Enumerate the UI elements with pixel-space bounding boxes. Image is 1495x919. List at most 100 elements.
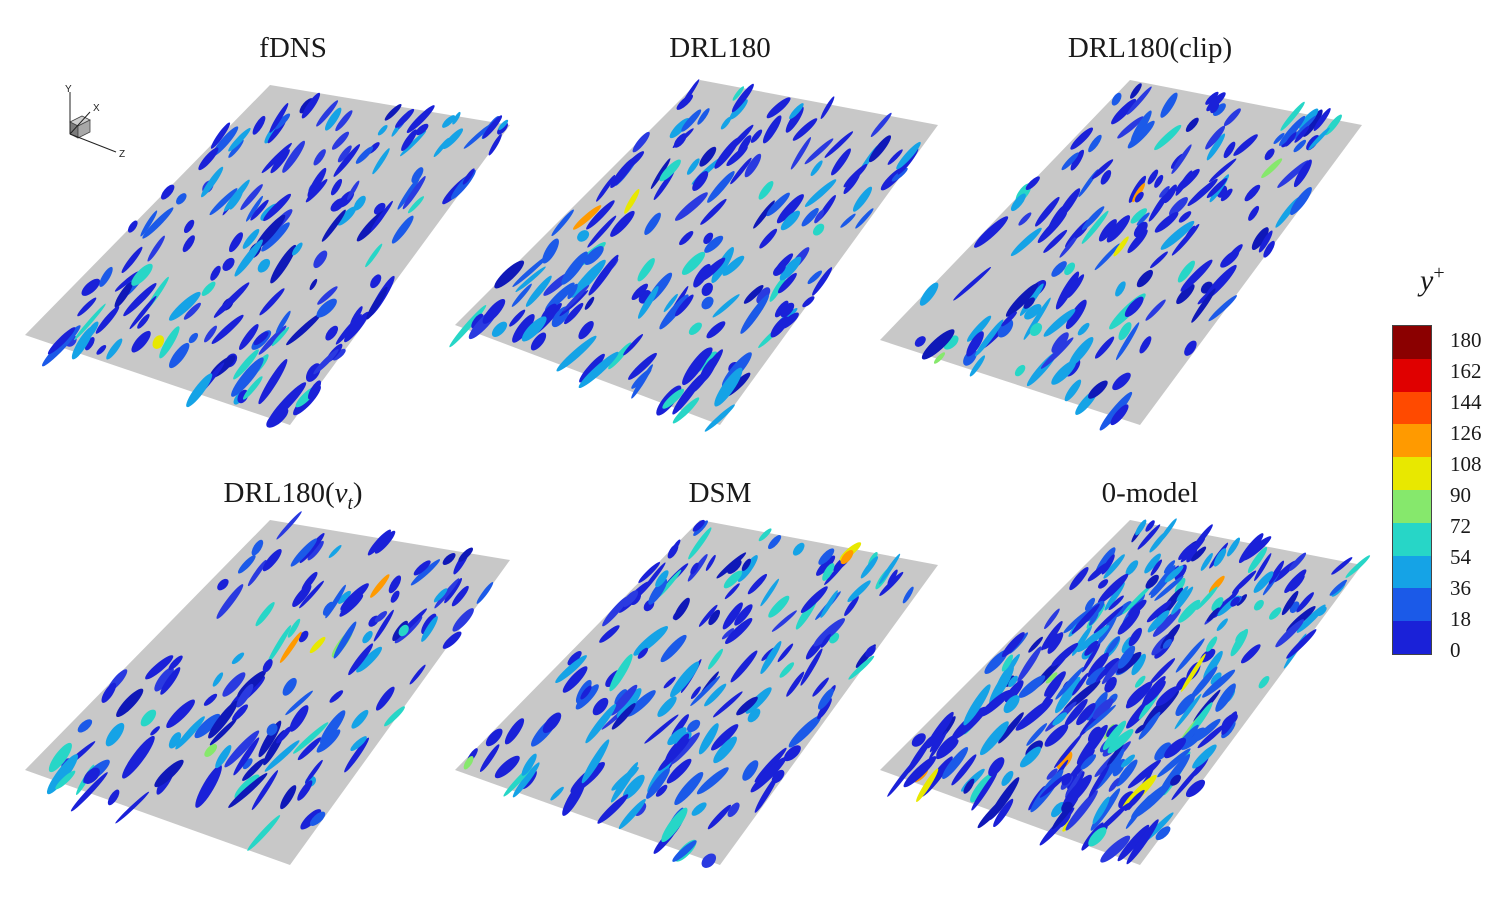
vortex-structure	[1108, 595, 1124, 611]
vortex-structure	[562, 284, 590, 312]
vortex-structure	[282, 677, 297, 696]
vortex-structure	[1086, 704, 1101, 721]
vortex-structure	[297, 780, 313, 801]
vortex-structure	[868, 135, 892, 163]
vortex-structure	[669, 732, 700, 766]
vortex-structure	[1043, 308, 1076, 337]
vortex-structure	[921, 329, 955, 360]
vortex-structure	[878, 553, 901, 585]
vortex-structure	[731, 83, 754, 113]
vortex-structure	[726, 145, 748, 167]
vortex-structure	[1056, 751, 1073, 770]
vortex-structure	[1180, 727, 1206, 750]
vortex-structure	[584, 246, 604, 265]
colorbar-tick-label: 162	[1450, 359, 1482, 383]
vortex-structure	[754, 774, 779, 813]
vortex-structure	[966, 331, 984, 357]
vortex-structure	[1139, 336, 1152, 354]
vortex-structure	[251, 770, 279, 811]
vortex-structure	[997, 319, 1014, 338]
vortex-structure	[204, 325, 217, 343]
panel-title-fdns: fDNS	[259, 32, 327, 64]
vortex-structure	[463, 755, 474, 770]
vortex-structure	[239, 324, 259, 350]
vortex-structure	[666, 758, 692, 784]
vortex-structure	[1135, 519, 1147, 536]
vortex-structure	[567, 651, 582, 666]
vortex-structure	[760, 640, 782, 675]
vortex-structure	[812, 677, 829, 697]
vortex-structure	[610, 210, 635, 237]
vortex-structure	[84, 337, 95, 351]
vortex-structure	[646, 768, 670, 799]
vortex-structure	[77, 719, 93, 733]
vortex-structure	[1284, 569, 1307, 594]
vortex-structure	[1171, 144, 1192, 175]
vortex-structure	[479, 744, 500, 772]
vortex-structure	[1104, 582, 1125, 611]
vortex-structure	[1055, 666, 1084, 700]
vortex-structure	[742, 760, 759, 781]
vortex-structure	[672, 397, 700, 424]
colorbar-band	[1393, 358, 1431, 392]
vortex-structure	[1010, 193, 1026, 212]
vortex-structure	[891, 167, 908, 182]
vortex-structure	[1127, 229, 1148, 254]
vortex-structure	[101, 682, 117, 703]
vortex-structure	[129, 295, 157, 330]
vortex-structure	[1024, 304, 1042, 320]
vortex-structure	[222, 257, 235, 271]
vortex-structure	[704, 683, 727, 707]
vortex-structure	[887, 569, 898, 585]
vortex-structure	[622, 774, 645, 800]
vortex-structure	[233, 737, 260, 776]
vortex-structure	[1110, 404, 1129, 426]
vortex-structure	[276, 511, 302, 540]
vortex-structure	[488, 133, 502, 156]
vortex-structure	[1163, 560, 1176, 574]
vortex-structure	[951, 706, 987, 740]
vortex-structure	[879, 571, 904, 596]
panel-drl180	[449, 79, 938, 432]
vortex-structure	[154, 759, 184, 788]
vortex-structure	[1258, 675, 1270, 689]
vortex-structure	[661, 807, 688, 843]
vortex-structure	[317, 286, 338, 305]
vortex-structure	[667, 727, 687, 746]
vortex-structure	[442, 128, 464, 150]
vortex-structure	[1273, 132, 1285, 145]
vortex-structure	[1072, 672, 1089, 696]
vortex-structure	[1221, 711, 1238, 735]
vortex-structure	[316, 100, 339, 127]
vortex-structure	[926, 711, 954, 749]
vortex-structure	[1288, 115, 1316, 144]
panel-drl180-nut	[25, 511, 510, 865]
vortex-structure	[242, 758, 265, 781]
vortex-structure	[770, 316, 789, 338]
vortex-structure	[1126, 819, 1159, 865]
vortex-structure	[597, 794, 629, 824]
vortex-structure	[1200, 552, 1213, 571]
vortex-structure	[372, 148, 390, 175]
vortex-structure	[270, 149, 290, 174]
vortex-structure	[870, 112, 892, 138]
vortex-structure	[567, 283, 578, 300]
vortex-structure	[183, 219, 195, 233]
vortex-structure	[370, 200, 393, 232]
vortex-structure	[800, 586, 828, 613]
vortex-structure	[953, 266, 991, 301]
vortex-structure	[399, 130, 427, 157]
vortex-structure	[701, 296, 714, 310]
vortex-structure	[581, 739, 610, 784]
vortex-structure	[413, 560, 431, 576]
vortex-structure	[1055, 676, 1081, 714]
vortex-structure	[1175, 638, 1205, 673]
vortex-structure	[1080, 754, 1097, 770]
vortex-structure	[723, 570, 743, 589]
vortex-structure	[911, 733, 926, 747]
vortex-structure	[1070, 149, 1085, 171]
vortex-structure	[691, 802, 707, 816]
vortex-structure	[1132, 183, 1145, 203]
vortex-structure	[902, 586, 914, 604]
vortex-structure	[1102, 720, 1127, 751]
